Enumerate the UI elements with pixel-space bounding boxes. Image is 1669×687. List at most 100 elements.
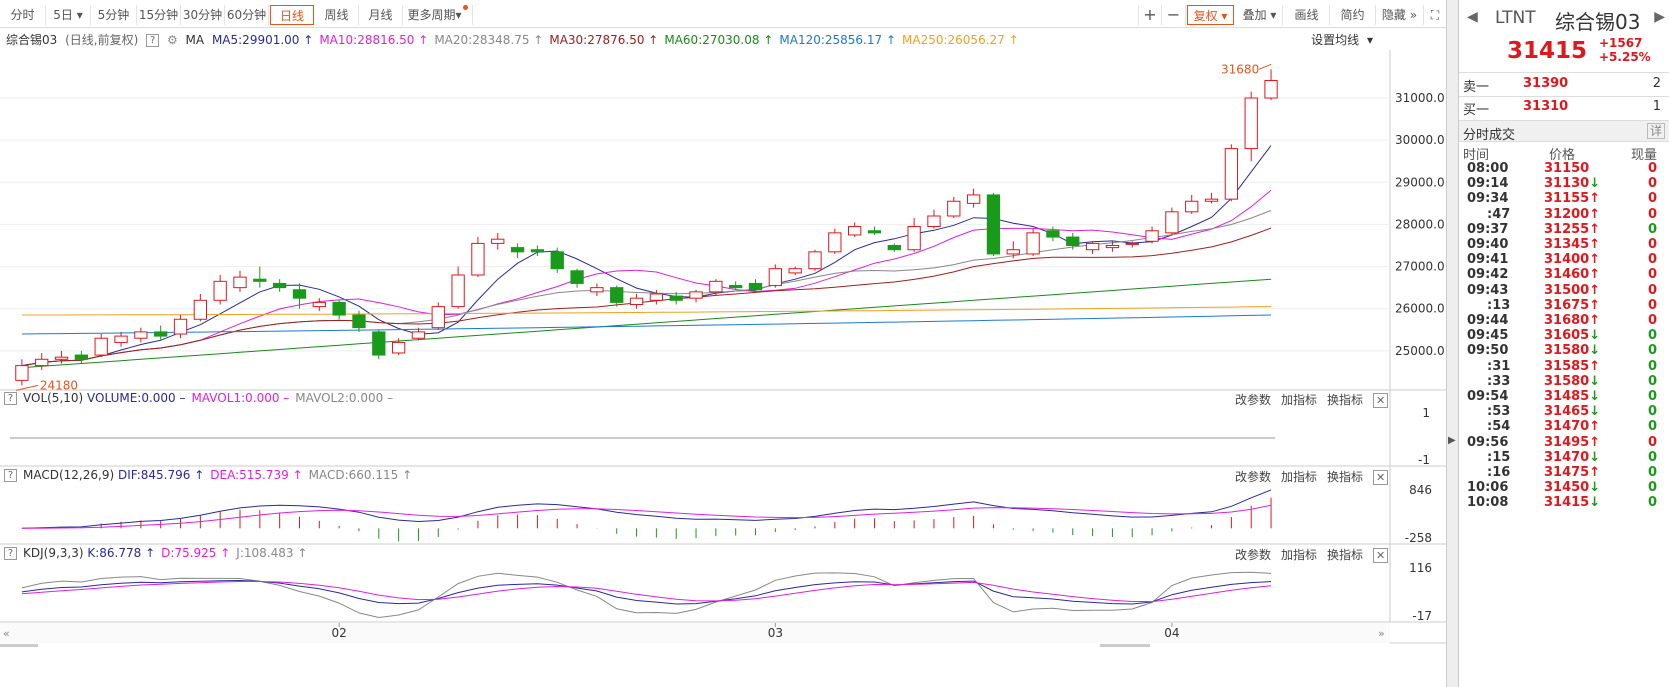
tick-volume: 0 bbox=[1647, 343, 1657, 359]
vol-item: MAVOL1:0.000 – bbox=[191, 391, 290, 405]
candle-body bbox=[550, 251, 564, 270]
tab-monthly[interactable]: 月线 bbox=[359, 5, 403, 25]
add-indicator-button[interactable]: 加指标 bbox=[1281, 393, 1318, 407]
macd-item: DEA:515.739 ↑ bbox=[210, 468, 303, 482]
ma10-line bbox=[21, 189, 1272, 367]
tab-30min[interactable]: 30分钟 bbox=[181, 5, 225, 25]
kline-chart[interactable]: 31680 24180 31000.0 30000.0 29000.0 28000.0 2… bbox=[0, 50, 1446, 672]
candle-body bbox=[709, 280, 723, 293]
candle-body bbox=[74, 354, 89, 360]
candle-body bbox=[570, 270, 584, 284]
arrow-down-icon: ↓ bbox=[1589, 449, 1601, 465]
draw-button[interactable]: 画线 bbox=[1284, 5, 1330, 25]
ma-item: MA250:26056.27 ↑ bbox=[902, 33, 1019, 47]
candle-body bbox=[629, 297, 644, 306]
switch-indicator-button[interactable]: 换指标 bbox=[1327, 470, 1364, 484]
fuquan-button[interactable]: 复权 ▾ bbox=[1187, 5, 1234, 25]
macd-items: DIF:845.796 ↑ DEA:515.739 ↑ MACD:660.115 ↑ bbox=[118, 468, 418, 482]
tick-price: 31155↑ bbox=[1544, 191, 1601, 207]
candle-body bbox=[94, 337, 108, 356]
prev-instrument-icon[interactable]: ◀ bbox=[1467, 9, 1478, 25]
tick-price: 31680↑ bbox=[1544, 313, 1601, 328]
ma-item: MA20:28348.75 ↑ bbox=[434, 33, 544, 47]
tab-5day[interactable]: 5日 ▾ bbox=[46, 5, 91, 25]
tick-time: :53 bbox=[1487, 404, 1511, 420]
help-icon[interactable]: ? bbox=[4, 547, 17, 560]
next-instrument-icon[interactable]: ▶ bbox=[1654, 9, 1665, 25]
ticks-title: 分时成交 bbox=[1463, 128, 1516, 143]
collapse-arrow-icon[interactable]: ▶ bbox=[1448, 435, 1456, 446]
candle-body bbox=[15, 365, 29, 381]
overlay-button[interactable]: 叠加 ▾ bbox=[1237, 5, 1283, 25]
tab-daily[interactable]: 日线 bbox=[270, 5, 314, 25]
edit-params-button[interactable]: 改参数 bbox=[1235, 548, 1272, 562]
close-icon[interactable]: ✕ bbox=[1373, 470, 1389, 485]
vol-axis-label: -1 bbox=[1418, 453, 1430, 467]
tick-time: 09:44 bbox=[1467, 313, 1509, 328]
switch-indicator-button[interactable]: 换指标 bbox=[1327, 548, 1364, 562]
edit-params-button[interactable]: 改参数 bbox=[1235, 393, 1272, 407]
help-icon[interactable]: ? bbox=[4, 392, 17, 405]
close-icon[interactable]: ✕ bbox=[1373, 393, 1389, 408]
tick-volume: 0 bbox=[1647, 465, 1657, 480]
ma-item: MA10:28816.50 ↑ bbox=[319, 33, 429, 47]
tick-price: 31450↓ bbox=[1544, 480, 1601, 496]
period-toolbar: 分时 5日 ▾ 5分钟 15分钟 30分钟 60分钟 日线 周线 月线 更多周期… bbox=[0, 2, 1446, 28]
tick-time: 10:06 bbox=[1467, 480, 1509, 496]
simple-button[interactable]: 简约 bbox=[1330, 5, 1376, 25]
zoom-in-button[interactable]: + bbox=[1138, 5, 1162, 25]
tick-time: 09:42 bbox=[1467, 267, 1509, 283]
tick-price: 31470↑ bbox=[1544, 419, 1601, 435]
macd-item: MACD:660.115 ↑ bbox=[308, 468, 413, 482]
tab-fenshi[interactable]: 分时 bbox=[0, 5, 46, 25]
candle-body bbox=[292, 289, 307, 299]
fullscreen-icon[interactable]: ⛶ bbox=[1430, 8, 1440, 22]
help-icon[interactable]: ? bbox=[4, 469, 17, 482]
last-price: 31415 bbox=[1507, 38, 1588, 64]
close-icon[interactable]: ✕ bbox=[1373, 548, 1389, 563]
add-indicator-button[interactable]: 加指标 bbox=[1281, 470, 1318, 484]
gear-icon[interactable]: ⚙ bbox=[166, 33, 178, 47]
panel-splitter[interactable]: ▶ bbox=[1446, 0, 1459, 687]
candle-body bbox=[1224, 148, 1239, 200]
quote-price-row: 31415 +1567 +5.25% bbox=[1459, 36, 1669, 66]
arrow-down-icon: ↓ bbox=[1589, 373, 1601, 389]
bid-row: 买一 31310 1 bbox=[1459, 99, 1669, 118]
help-icon[interactable]: ? bbox=[146, 34, 160, 47]
tab-5min[interactable]: 5分钟 bbox=[91, 5, 137, 25]
tab-15min[interactable]: 15分钟 bbox=[137, 5, 181, 25]
tick-time: :33 bbox=[1487, 373, 1511, 389]
vol-items: VOLUME:0.000 – MAVOL1:0.000 – MAVOL2:0.000… bbox=[87, 391, 399, 405]
tab-more-periods[interactable]: 更多周期▾ bbox=[403, 5, 473, 25]
tab-60min[interactable]: 60分钟 bbox=[225, 5, 269, 25]
tick-price: 31200↑ bbox=[1544, 206, 1601, 222]
tick-time: 10:08 bbox=[1467, 495, 1509, 511]
ask-row: 卖一 31390 2 bbox=[1459, 76, 1669, 95]
tick-volume: 0 bbox=[1647, 449, 1657, 465]
candle-body bbox=[1105, 245, 1120, 249]
tick-time: 09:43 bbox=[1467, 282, 1509, 298]
candle-body bbox=[1085, 242, 1100, 251]
candle-body bbox=[986, 194, 1001, 255]
candle-body bbox=[1204, 198, 1219, 202]
tick-time: 09:50 bbox=[1467, 343, 1509, 359]
detail-button[interactable]: 详 bbox=[1647, 123, 1665, 139]
tick-price: 31150 bbox=[1544, 161, 1590, 176]
d-line bbox=[21, 581, 1272, 603]
candle-body bbox=[54, 356, 69, 360]
price-tick-label: 30000.0 bbox=[1395, 133, 1445, 147]
switch-indicator-button[interactable]: 换指标 bbox=[1327, 393, 1364, 407]
macd-item: DIF:845.796 ↑ bbox=[117, 468, 205, 482]
add-indicator-button[interactable]: 加指标 bbox=[1281, 548, 1318, 562]
edit-params-button[interactable]: 改参数 bbox=[1235, 470, 1272, 484]
arrow-up-icon: ↑ bbox=[1589, 419, 1601, 435]
low-pointer bbox=[15, 384, 39, 391]
tab-weekly[interactable]: 周线 bbox=[315, 5, 359, 25]
candle-body bbox=[848, 226, 862, 236]
tick-price: 31675↑ bbox=[1544, 297, 1601, 313]
tick-row: 10:08 31415↓ 0 bbox=[1459, 495, 1669, 511]
zoom-out-button[interactable]: − bbox=[1162, 5, 1186, 25]
hide-button[interactable]: 隐藏 » bbox=[1376, 5, 1424, 25]
ma-settings-button[interactable]: 设置均线 ▾ bbox=[1311, 33, 1373, 47]
candle-body bbox=[431, 306, 445, 329]
